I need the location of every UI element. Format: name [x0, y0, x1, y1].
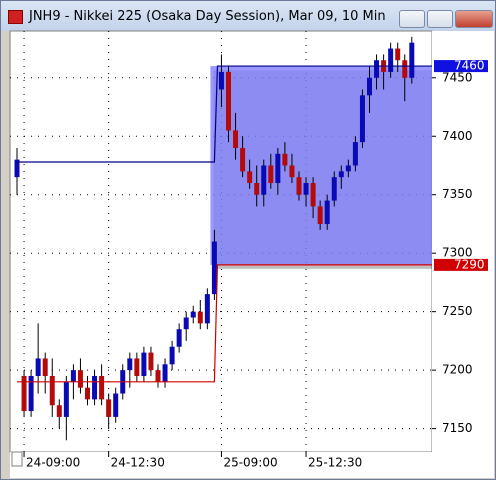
title-bar: JNH9 - Nikkei 225 (Osaka Day Session), M… [1, 1, 495, 31]
candle-body [374, 60, 380, 78]
candle-body [21, 375, 27, 412]
candle-body [190, 311, 196, 318]
price-marker [434, 60, 488, 73]
candle-body [99, 375, 105, 400]
price-marker [434, 258, 488, 271]
candle-body [218, 71, 224, 90]
candle-body [63, 381, 69, 417]
close-button[interactable] [455, 10, 493, 28]
x-tick-label: 24-12:30 [111, 456, 165, 470]
y-tick-label: 7350 [442, 187, 473, 201]
candle-body [113, 393, 119, 417]
x-tick-label: 25-12:30 [308, 456, 362, 470]
candle-body [197, 311, 203, 324]
level-line [17, 264, 432, 383]
candle-body [141, 352, 147, 376]
level-line [17, 65, 432, 163]
candle-body [352, 142, 358, 166]
candle-body [85, 387, 90, 400]
candle-body [226, 71, 231, 131]
x-tick-label: 25-09:00 [223, 456, 277, 470]
candle-body [317, 206, 323, 224]
candle-body [310, 183, 316, 207]
candle-body [247, 171, 253, 184]
candle-body [183, 317, 189, 330]
candle-body [345, 165, 351, 172]
candle-body [204, 294, 210, 324]
x-tick-label: 24-09:00 [26, 456, 80, 470]
candle-body [303, 183, 309, 195]
candle-body [261, 165, 267, 195]
candle-body [176, 329, 182, 347]
candle-body [77, 370, 83, 388]
y-tick-label: 7300 [442, 246, 473, 260]
candle-body [268, 165, 274, 184]
maximize-button[interactable] [427, 10, 453, 28]
candle-body [395, 48, 401, 61]
candle-body [282, 153, 288, 166]
candle-body [331, 177, 337, 201]
candle-body [42, 358, 48, 376]
candle-body [70, 370, 76, 382]
candle-body [155, 370, 161, 382]
candle-body [367, 77, 372, 96]
axis-area [432, 31, 494, 478]
candle-body [169, 346, 175, 365]
candle-body [409, 42, 415, 78]
candle-body [324, 200, 330, 224]
candle-body [233, 130, 239, 148]
candle-body [359, 95, 365, 143]
candle-body [338, 171, 344, 178]
candle-body [28, 375, 34, 412]
y-tick-label: 7200 [442, 363, 473, 377]
minimize-button[interactable] [399, 10, 425, 28]
candle-body [148, 352, 154, 371]
price-marker-label: 7290 [454, 257, 485, 271]
y-tick-label: 7250 [442, 304, 473, 318]
candle-body [162, 364, 168, 382]
scroll-box [11, 451, 23, 467]
candle-body [211, 241, 217, 295]
candle-body [106, 399, 112, 417]
candle-body [134, 358, 140, 376]
price-marker-label: 7460 [454, 59, 485, 73]
candle-body [127, 358, 133, 371]
app-icon [8, 10, 23, 24]
y-tick-label: 7150 [442, 421, 473, 435]
candle-body [289, 165, 295, 178]
candle-body [275, 153, 281, 184]
candle-body [35, 358, 41, 376]
candle-body [49, 375, 55, 406]
candle-body [240, 147, 246, 172]
candle-body [388, 48, 394, 72]
candle-body [56, 405, 62, 417]
candle-body [296, 177, 302, 195]
candle-body [92, 375, 98, 400]
y-tick-label: 7400 [442, 129, 473, 143]
candle-body [402, 60, 408, 78]
range-box [210, 66, 432, 265]
window-title: JNH9 - Nikkei 225 (Osaka Day Session), M… [29, 9, 386, 24]
candle-body [254, 183, 260, 195]
y-tick-label: 7450 [442, 70, 473, 84]
candle-body [14, 159, 20, 178]
